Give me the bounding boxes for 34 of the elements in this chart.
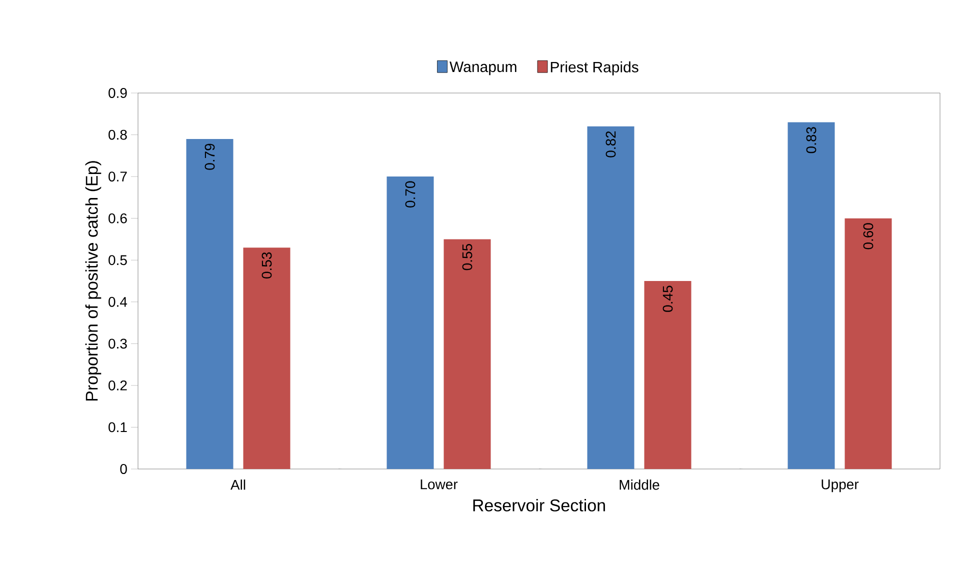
bar (587, 126, 634, 469)
data-label: 0.79 (204, 144, 215, 170)
legend-label: Wanapum (450, 62, 516, 76)
y-tick-label: 0.8 (108, 130, 127, 140)
bar (788, 122, 835, 469)
bar (844, 218, 892, 469)
bar (644, 281, 692, 469)
x-tick-label: Upper (822, 480, 859, 492)
bar (386, 176, 434, 469)
y-tick-label: 0.1 (108, 422, 127, 432)
x-axis-title: Reservoir Section (473, 498, 605, 512)
bar (243, 248, 290, 469)
x-tick-label: Lower (420, 480, 458, 490)
y-tick-label: 0.7 (108, 172, 127, 182)
data-label: 0.82 (606, 131, 616, 158)
y-tick-label: 0.2 (108, 380, 127, 390)
x-tick-label: Middle (620, 480, 660, 490)
y-tick-label: 0.6 (108, 213, 127, 224)
data-label: 0.60 (863, 223, 874, 250)
data-label: 0.53 (262, 252, 272, 278)
y-tick-label: 0 (120, 464, 127, 474)
data-label: 0.83 (806, 127, 816, 154)
y-tick-label: 0.5 (108, 255, 127, 266)
y-tick-label: 0.3 (108, 338, 127, 349)
bar (444, 239, 491, 469)
y-axis-title: Proportion of positive catch (Ep) (85, 161, 102, 401)
data-label: 0.70 (405, 181, 416, 208)
bar (186, 138, 234, 469)
y-tick-label: 0.4 (108, 296, 128, 307)
data-label: 0.55 (462, 244, 472, 270)
data-label: 0.45 (662, 286, 673, 312)
legend-label: Priest Rapids (550, 61, 638, 76)
x-tick-label: All (230, 480, 246, 490)
y-tick-label: 0.9 (108, 88, 127, 98)
